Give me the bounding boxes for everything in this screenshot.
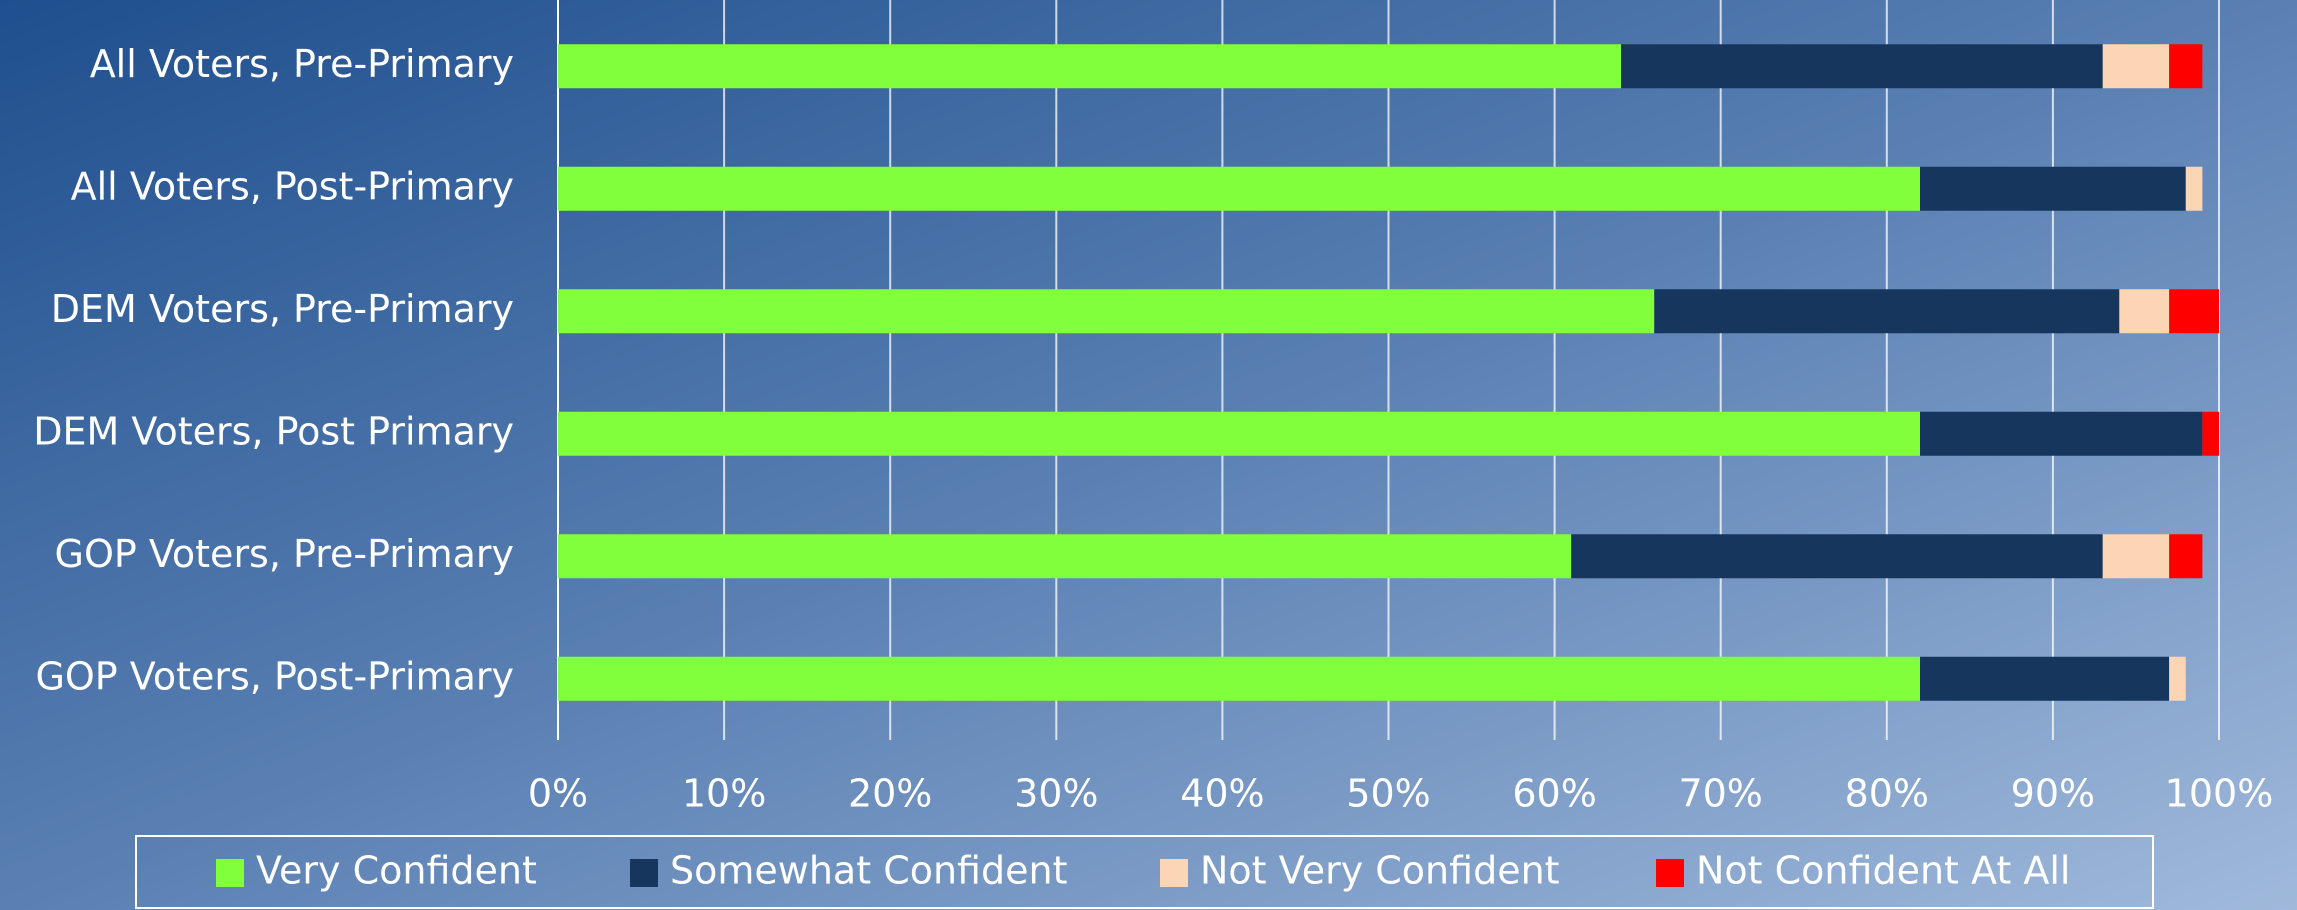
bar-segment xyxy=(1571,534,2103,579)
legend-label: Somewhat Confident xyxy=(670,849,1067,893)
bar-segment xyxy=(558,289,1655,334)
bar-segment xyxy=(558,411,1921,456)
y-tick-label: All Voters, Post-Primary xyxy=(71,164,514,208)
x-tick-label: 60% xyxy=(1512,772,1596,816)
x-tick-label: 50% xyxy=(1346,772,1430,816)
legend-swatch xyxy=(1656,859,1684,887)
bar-segment xyxy=(2119,289,2170,334)
legend-label: Not Very Confident xyxy=(1200,849,1560,893)
legend-box xyxy=(135,835,2154,909)
bar-segment xyxy=(1920,656,2170,701)
x-tick-label: 70% xyxy=(1678,772,1762,816)
y-tick-label: All Voters, Pre-Primary xyxy=(90,42,514,86)
bar-segment xyxy=(2169,44,2203,89)
bar-segment xyxy=(2102,534,2170,579)
bar-segment xyxy=(1920,411,2203,456)
bar-segment xyxy=(558,166,1921,211)
bar-segment xyxy=(2102,44,2170,89)
bar-segment xyxy=(2169,534,2203,579)
x-tick-label: 10% xyxy=(682,772,766,816)
x-tick-label: 80% xyxy=(1845,772,1929,816)
legend-swatch xyxy=(1160,859,1188,887)
x-tick-label: 100% xyxy=(2165,772,2274,816)
y-tick-label: DEM Voters, Pre-Primary xyxy=(51,287,514,331)
x-tick-label: 90% xyxy=(2011,772,2095,816)
x-tick-label: 40% xyxy=(1180,772,1264,816)
y-tick-label: DEM Voters, Post Primary xyxy=(33,409,514,453)
bar-segment xyxy=(1920,166,2186,211)
bar-segment xyxy=(558,44,1622,89)
bar-segment xyxy=(1621,44,2103,89)
bar-segment xyxy=(558,534,1572,579)
bar-segment xyxy=(2202,411,2219,456)
x-tick-label: 0% xyxy=(528,772,588,816)
bar-segment xyxy=(1654,289,2120,334)
legend-label: Very Confident xyxy=(256,849,537,893)
bar-segment xyxy=(2185,166,2203,211)
y-tick-label: GOP Voters, Pre-Primary xyxy=(55,532,514,576)
bar-segment xyxy=(2169,289,2219,334)
x-tick-label: 30% xyxy=(1014,772,1098,816)
x-tick-label: 20% xyxy=(848,772,932,816)
legend-label: Not Confident At All xyxy=(1696,849,2070,893)
y-tick-label: GOP Voters, Post-Primary xyxy=(35,654,514,698)
bar-segment xyxy=(558,656,1921,701)
bar-segment xyxy=(2169,656,2186,701)
legend-swatch xyxy=(630,859,658,887)
legend-swatch xyxy=(216,859,244,887)
